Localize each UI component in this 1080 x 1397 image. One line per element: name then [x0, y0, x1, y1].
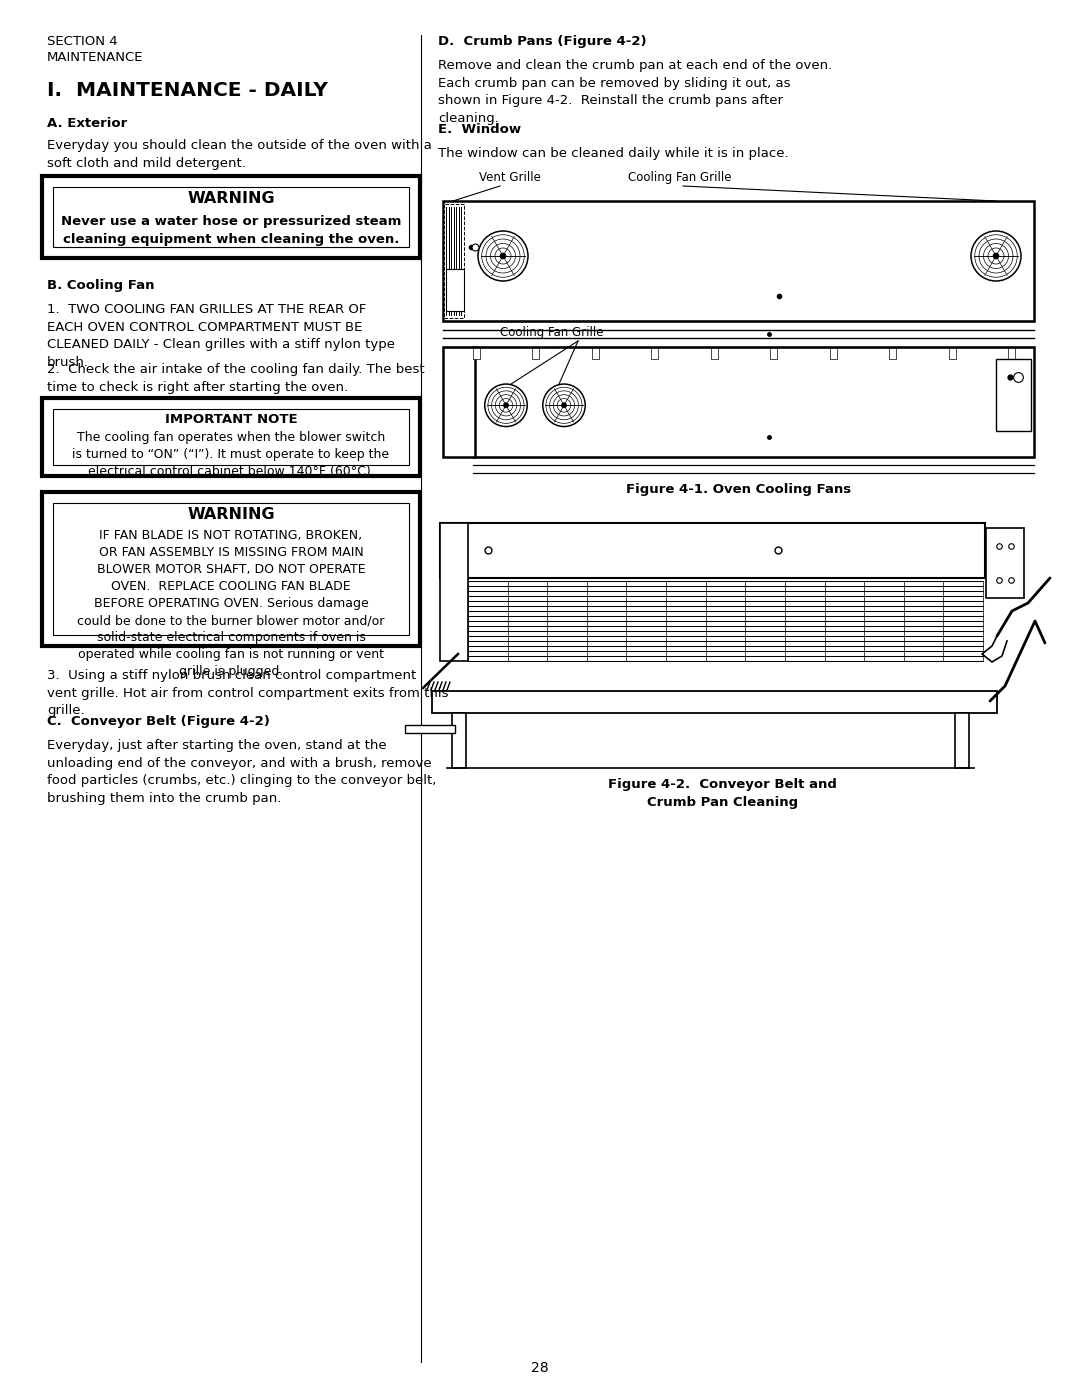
Bar — [592, 348, 599, 359]
Text: The cooling fan operates when the blower switch
is turned to “ON” (“I”). It must: The cooling fan operates when the blower… — [72, 432, 390, 478]
Bar — [453, 712, 465, 768]
Circle shape — [485, 384, 527, 426]
Bar — [443, 346, 475, 457]
Text: Vent Grille: Vent Grille — [480, 170, 541, 184]
Bar — [432, 692, 997, 712]
Text: Cooling Fan Grille: Cooling Fan Grille — [500, 326, 604, 339]
Text: WARNING: WARNING — [187, 507, 274, 522]
Bar — [405, 725, 455, 733]
Bar — [446, 270, 464, 312]
Text: Figure 4-1. Oven Cooling Fans: Figure 4-1. Oven Cooling Fans — [626, 483, 851, 496]
Circle shape — [993, 253, 999, 258]
Text: Cooling Fan Grille: Cooling Fan Grille — [627, 170, 731, 184]
Bar — [955, 712, 969, 768]
Bar — [829, 348, 837, 359]
Text: E.  Window: E. Window — [438, 123, 522, 136]
Circle shape — [500, 253, 507, 258]
Text: 28: 28 — [531, 1361, 549, 1375]
Circle shape — [562, 402, 567, 408]
Bar — [444, 204, 464, 319]
Bar — [996, 359, 1031, 432]
Text: 1.  TWO COOLING FAN GRILLES AT THE REAR OF
EACH OVEN CONTROL COMPARTMENT MUST BE: 1. TWO COOLING FAN GRILLES AT THE REAR O… — [48, 303, 395, 369]
Bar — [443, 201, 1034, 321]
Bar — [889, 348, 896, 359]
Bar — [53, 503, 409, 636]
Text: A. Exterior: A. Exterior — [48, 117, 127, 130]
Text: Never use a water hose or pressurized steam
cleaning equipment when cleaning the: Never use a water hose or pressurized st… — [60, 215, 401, 246]
Circle shape — [503, 402, 509, 408]
Text: IF FAN BLADE IS NOT ROTATING, BROKEN,
OR FAN ASSEMBLY IS MISSING FROM MAIN
BLOWE: IF FAN BLADE IS NOT ROTATING, BROKEN, OR… — [78, 529, 384, 678]
Text: Everyday, just after starting the oven, stand at the
unloading end of the convey: Everyday, just after starting the oven, … — [48, 739, 436, 805]
Bar — [42, 398, 420, 476]
Circle shape — [543, 384, 585, 426]
Bar — [948, 348, 956, 359]
Bar — [440, 522, 468, 661]
Bar — [986, 528, 1024, 598]
Text: IMPORTANT NOTE: IMPORTANT NOTE — [164, 414, 297, 426]
Bar — [440, 522, 985, 578]
Bar — [770, 348, 778, 359]
Text: Figure 4-2.  Conveyor Belt and
Crumb Pan Cleaning: Figure 4-2. Conveyor Belt and Crumb Pan … — [608, 778, 837, 809]
Circle shape — [478, 231, 528, 281]
Circle shape — [971, 231, 1021, 281]
Bar — [42, 176, 420, 258]
Bar — [1008, 348, 1015, 359]
Text: C.  Conveyor Belt (Figure 4-2): C. Conveyor Belt (Figure 4-2) — [48, 715, 270, 728]
Text: I.  MAINTENANCE - DAILY: I. MAINTENANCE - DAILY — [48, 81, 328, 101]
Text: D.  Crumb Pans (Figure 4-2): D. Crumb Pans (Figure 4-2) — [438, 35, 647, 47]
Text: The window can be cleaned daily while it is in place.: The window can be cleaned daily while it… — [438, 147, 788, 161]
Text: SECTION 4
MAINTENANCE: SECTION 4 MAINTENANCE — [48, 35, 144, 64]
Text: 3.  Using a stiff nylon brush clean control compartment
vent grille. Hot air fro: 3. Using a stiff nylon brush clean contr… — [48, 669, 448, 717]
Bar — [651, 348, 659, 359]
Bar — [473, 348, 480, 359]
Text: 2.  Check the air intake of the cooling fan daily. The best
time to check is rig: 2. Check the air intake of the cooling f… — [48, 363, 424, 394]
Text: Everyday you should clean the outside of the oven with a
soft cloth and mild det: Everyday you should clean the outside of… — [48, 138, 432, 169]
Bar — [53, 187, 409, 247]
Bar — [711, 348, 718, 359]
Text: B. Cooling Fan: B. Cooling Fan — [48, 279, 154, 292]
Bar — [532, 348, 539, 359]
Bar — [473, 346, 1034, 457]
Text: WARNING: WARNING — [187, 191, 274, 205]
Text: Remove and clean the crumb pan at each end of the oven.
Each crumb pan can be re: Remove and clean the crumb pan at each e… — [438, 59, 833, 124]
Bar — [53, 409, 409, 465]
Bar — [42, 492, 420, 645]
